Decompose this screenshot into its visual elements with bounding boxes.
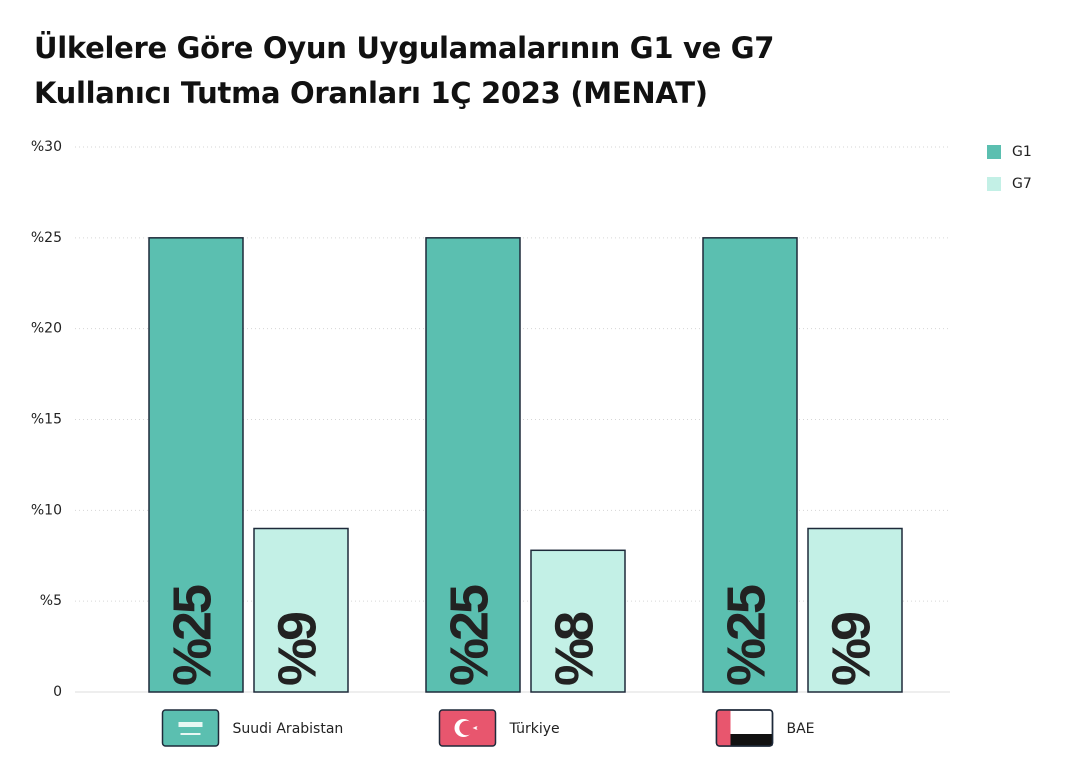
x-tick-label: BAE — [787, 721, 815, 737]
category-flag — [161, 709, 220, 747]
legend-label: G1 — [1012, 144, 1032, 160]
chart-title: Ülkelere Göre Oyun Uygulamalarının G1 ve… — [34, 31, 775, 110]
category-flag — [438, 709, 497, 747]
flag-border — [715, 709, 774, 747]
category-flag — [715, 709, 774, 747]
y-tick-label: %5 — [40, 593, 62, 609]
flag — [161, 709, 220, 747]
legend-swatch — [987, 145, 1001, 159]
y-tick-label: %30 — [31, 139, 62, 155]
bar — [253, 527, 349, 693]
flag-mark — [178, 722, 203, 727]
y-tick-label: %25 — [31, 230, 62, 246]
flag-mark — [459, 720, 474, 736]
y-tick-label: %10 — [31, 502, 62, 518]
value-label: %25 — [439, 585, 499, 686]
bar — [702, 237, 798, 693]
value-label: %25 — [716, 585, 776, 686]
legend-label: G7 — [1012, 176, 1032, 192]
y-tick-label: %15 — [31, 412, 62, 428]
legend-swatch — [987, 177, 1001, 191]
bar — [807, 527, 903, 693]
bar — [425, 237, 521, 693]
bar — [148, 237, 244, 693]
value-label: %8 — [544, 612, 604, 686]
y-tick-label: 0 — [53, 684, 62, 700]
value-label: %25 — [162, 585, 222, 686]
y-tick-label: %20 — [31, 321, 62, 337]
x-tick-label: Türkiye — [509, 721, 560, 737]
flag-mark — [472, 726, 478, 730]
value-label: %9 — [821, 612, 881, 686]
bar — [530, 549, 626, 693]
flag-mark — [716, 710, 731, 746]
x-tick-label: Suudi Arabistan — [233, 721, 344, 737]
flag-mark — [730, 734, 773, 746]
value-label: %9 — [267, 612, 327, 686]
